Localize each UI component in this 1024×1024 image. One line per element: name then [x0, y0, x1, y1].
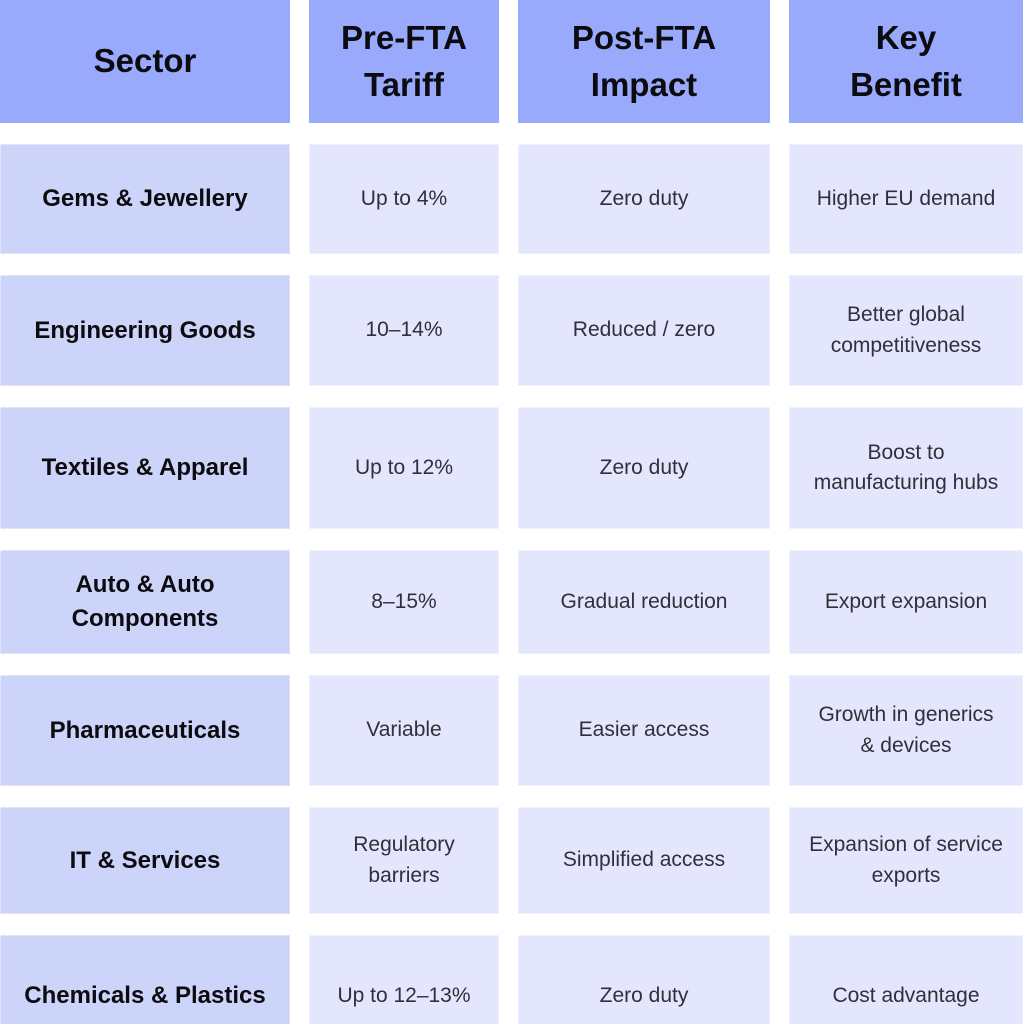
key-benefit-cell: Cost advantage [789, 935, 1023, 1024]
header-cell-sector: Sector [0, 0, 290, 123]
sector-cell: Chemicals & Plastics [0, 935, 290, 1024]
pre-fta-tariff-cell: Up to 12–13% [309, 935, 499, 1024]
pre-fta-tariff-cell: Variable [309, 675, 499, 786]
sector-cell: IT & Services [0, 807, 290, 914]
sector-cell: Gems & Jewellery [0, 144, 290, 254]
key-benefit-cell: Export expansion [789, 550, 1023, 654]
key-benefit-cell: Better global competitiveness [789, 275, 1023, 386]
sector-cell: Textiles & Apparel [0, 407, 290, 529]
sector-cell: Pharmaceuticals [0, 675, 290, 786]
key-benefit-cell: Growth in generics & devices [789, 675, 1023, 786]
pre-fta-tariff-cell: 10–14% [309, 275, 499, 386]
key-benefit-cell: Higher EU demand [789, 144, 1023, 254]
header-cell-key-benefit: Key Benefit [789, 0, 1023, 123]
pre-fta-tariff-cell: Up to 4% [309, 144, 499, 254]
post-fta-impact-cell: Reduced / zero [518, 275, 770, 386]
header-cell-post-fta-impact: Post-FTA Impact [518, 0, 770, 123]
sector-cell: Engineering Goods [0, 275, 290, 386]
header-cell-pre-fta-tariff: Pre-FTA Tariff [309, 0, 499, 123]
post-fta-impact-cell: Simplified access [518, 807, 770, 914]
key-benefit-cell: Boost to manufacturing hubs [789, 407, 1023, 529]
post-fta-impact-cell: Zero duty [518, 407, 770, 529]
pre-fta-tariff-cell: 8–15% [309, 550, 499, 654]
sector-cell: Auto & Auto Components [0, 550, 290, 654]
pre-fta-tariff-cell: Up to 12% [309, 407, 499, 529]
post-fta-impact-cell: Gradual reduction [518, 550, 770, 654]
post-fta-impact-cell: Zero duty [518, 144, 770, 254]
key-benefit-cell: Expansion of service exports [789, 807, 1023, 914]
pre-fta-tariff-cell: Regulatory barriers [309, 807, 499, 914]
post-fta-impact-cell: Zero duty [518, 935, 770, 1024]
post-fta-impact-cell: Easier access [518, 675, 770, 786]
